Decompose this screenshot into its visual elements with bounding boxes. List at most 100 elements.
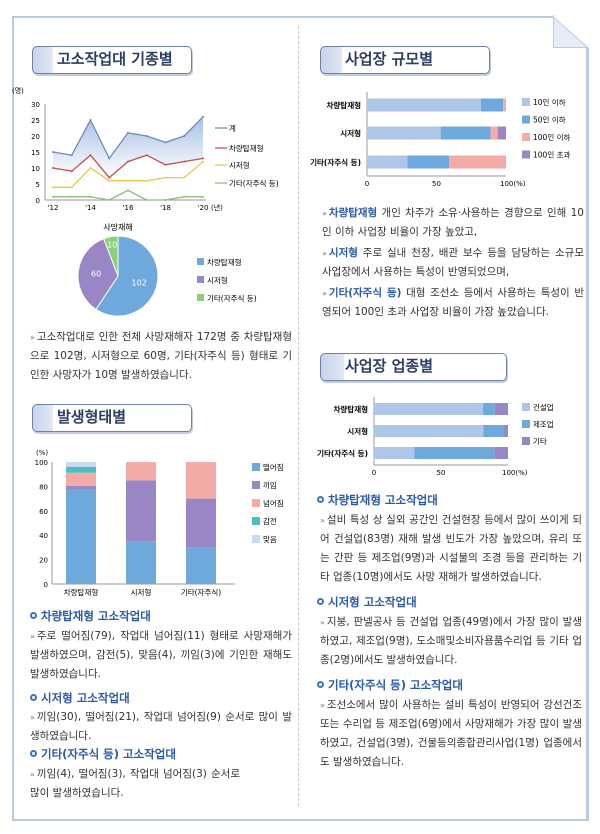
line-series-3 <box>53 189 203 201</box>
y-tick-label: 기타(자주식 등) <box>310 157 361 167</box>
section-text-other-industry: » 조선소에서 많이 사용하는 설비 특성이 반영되어 강선건조 또는 수리업 등… <box>320 699 582 768</box>
data-point <box>202 115 204 118</box>
x-tick-label: '20 <box>198 204 209 212</box>
data-point <box>183 176 186 179</box>
data-point <box>52 186 54 189</box>
section-title-text: 차량탑재형 고소작업대 <box>41 609 151 623</box>
data-point <box>52 195 54 198</box>
section-body: 주로 떨어짐(79), 작업대 넘어짐(11) 형태로 사망재해가 발생하였으며… <box>30 630 292 680</box>
section-body: 지붕, 판넬공사 등 건설업 업종(49명)에서 가장 많이 발생하였고, 제조… <box>320 616 582 666</box>
x-tick-label: 50 <box>432 180 441 188</box>
legend-label: 50인 이하 <box>533 115 566 125</box>
circle-bullet-icon <box>30 750 37 757</box>
y-axis-unit: (%) <box>36 449 48 457</box>
bar-segment <box>494 447 508 459</box>
legend-swatch <box>522 420 530 428</box>
summary-body: 고소작업대로 인한 전체 사망재해자 172명 중 차량탑재형으로 102명, … <box>30 331 292 381</box>
pie-slice <box>77 237 119 311</box>
x-axis-unit: (년) <box>211 203 223 212</box>
bar-segment <box>126 480 156 542</box>
data-point <box>202 195 204 198</box>
data-point <box>183 160 186 163</box>
pie-slice <box>103 235 119 277</box>
summary-text: » 고소작업대로 인한 전체 사망재해자 172명 중 차량탑재형으로 102명,… <box>30 331 292 381</box>
legend-label: 100인 이하 <box>533 132 570 142</box>
data-point <box>89 119 92 121</box>
y-tick-label: 15 <box>31 149 40 157</box>
legend-label: 맞음 <box>263 534 277 544</box>
data-point <box>145 154 148 157</box>
y-tick-label: 차량탑재형 <box>334 404 369 414</box>
bar-segment <box>66 485 96 490</box>
section-body: 끼임(30), 떨어짐(21), 작업대 넘어짐(9) 순서로 많이 발생하였습… <box>30 711 292 742</box>
bar-segment <box>367 98 481 112</box>
section-header-type: 고소작업대 기종별 <box>32 46 192 74</box>
legend-label: 제조업 <box>533 420 554 429</box>
section-body: 조선소에서 많이 사용하는 설비 특성이 반영되어 강선건조 또는 수리업 등 … <box>320 699 582 768</box>
note-label: 차량탑재형 <box>328 207 378 219</box>
legend-swatch <box>252 463 260 471</box>
bar-segment <box>480 98 504 112</box>
bar-segment <box>503 425 508 437</box>
data-point <box>70 154 73 157</box>
legend-label: 기타(자주식 등) <box>229 179 279 188</box>
y-tick-label: 100 <box>35 459 48 467</box>
section-text-scissor: » 끼임(30), 떨어짐(21), 작업대 넘어짐(9) 순서로 많이 발생하였… <box>30 711 292 742</box>
bar-segment <box>186 498 216 548</box>
bar-segment <box>503 98 506 112</box>
bar-segment <box>483 403 495 415</box>
section-body: 끼임(4), 떨어짐(3), 작업대 넘어짐(3) 순서로 많이 발생하였습니다… <box>30 768 240 799</box>
data-point <box>89 167 92 169</box>
bar-segment <box>483 425 504 437</box>
stacked-bar-chart-accident-type: (%) 0 20 40 60 80 100 차량탑재형 시저형 기타(자주식) 떨어짐끼임넘어짐감전… <box>35 449 284 597</box>
bar-segment <box>66 462 96 467</box>
bar-segment <box>367 155 408 169</box>
pie-chart-deaths: 사망재해 102 차량탑재형 60 시저형 10 기타(자주식 등) <box>77 222 257 317</box>
bar-segment <box>440 126 491 140</box>
y-tick-label: 60 <box>39 508 48 516</box>
section-title-text: 기타(자주식 등) 고소작업대 <box>41 747 176 761</box>
y-tick-label: 시저형 <box>340 128 361 138</box>
section-header-size: 사업장 규모별 <box>320 46 490 74</box>
data-point <box>70 195 73 198</box>
data-point <box>164 199 167 201</box>
section-text-scissor-industry: » 지붕, 판넬공사 등 건설업 업종(49명)에서 가장 많이 발생하였고, 제… <box>320 616 582 666</box>
pie-value-label: 102 <box>131 278 146 287</box>
section-title-text: 기타(자주식 등) 고소작업대 <box>328 678 463 692</box>
y-tick-label: 80 <box>39 483 48 491</box>
pie-title: 사망재해 <box>103 222 132 232</box>
data-point <box>108 199 111 201</box>
y-tick-label: 20 <box>31 133 40 141</box>
bar-segment <box>186 547 216 584</box>
bar-segment <box>66 489 96 584</box>
note-body: 주로 실내 천장, 배관 보수 등을 담당하는 소규모 사업장에서 사용하는 특… <box>322 247 584 278</box>
data-point <box>52 167 54 169</box>
legend-swatch <box>252 535 260 543</box>
data-point <box>108 176 111 179</box>
data-point <box>183 195 186 198</box>
legend-swatch <box>522 98 530 106</box>
y-tick-label: 25 <box>31 117 40 125</box>
x-tick-label: 100(%) <box>502 469 528 477</box>
note-scissor: » 시저형 주로 실내 천장, 배관 보수 등을 담당하는 소규모 사업장에서 사… <box>322 247 584 278</box>
section-title-vehicle-industry: 차량탑재형 고소작업대 <box>317 492 438 508</box>
y-tick-label: 시저형 <box>347 426 368 436</box>
circle-bullet-icon <box>317 681 324 688</box>
section-text-other: » 끼임(4), 떨어짐(3), 작업대 넘어짐(3) 순서로 많이 발생하였습니… <box>30 768 240 799</box>
data-point <box>145 135 148 137</box>
bar-segment <box>497 126 506 140</box>
note-body: 개인 차주가 소유·사용하는 경향으로 인해 10인 이하 사업장 비율이 가장… <box>322 207 584 238</box>
legend-swatch <box>197 276 204 283</box>
note-vehicle: » 차량탑재형 개인 차주가 소유·사용하는 경향으로 인해 10인 이하 사업장… <box>322 207 584 238</box>
x-tick-label: 차량탑재형 <box>64 588 99 597</box>
pie-value-label: 10 <box>107 241 117 250</box>
legend-label: 건설업 <box>533 402 554 412</box>
legend-label: 떨어짐 <box>263 462 284 472</box>
bar-segment <box>490 126 498 140</box>
legend-label: 100인 초과 <box>533 150 570 160</box>
bar-segment <box>367 126 441 140</box>
legend-swatch <box>522 115 530 124</box>
bar-segment <box>374 425 484 437</box>
size-notes: » 차량탑재형 개인 차주가 소유·사용하는 경향으로 인해 10인 이하 사업장… <box>322 204 584 322</box>
